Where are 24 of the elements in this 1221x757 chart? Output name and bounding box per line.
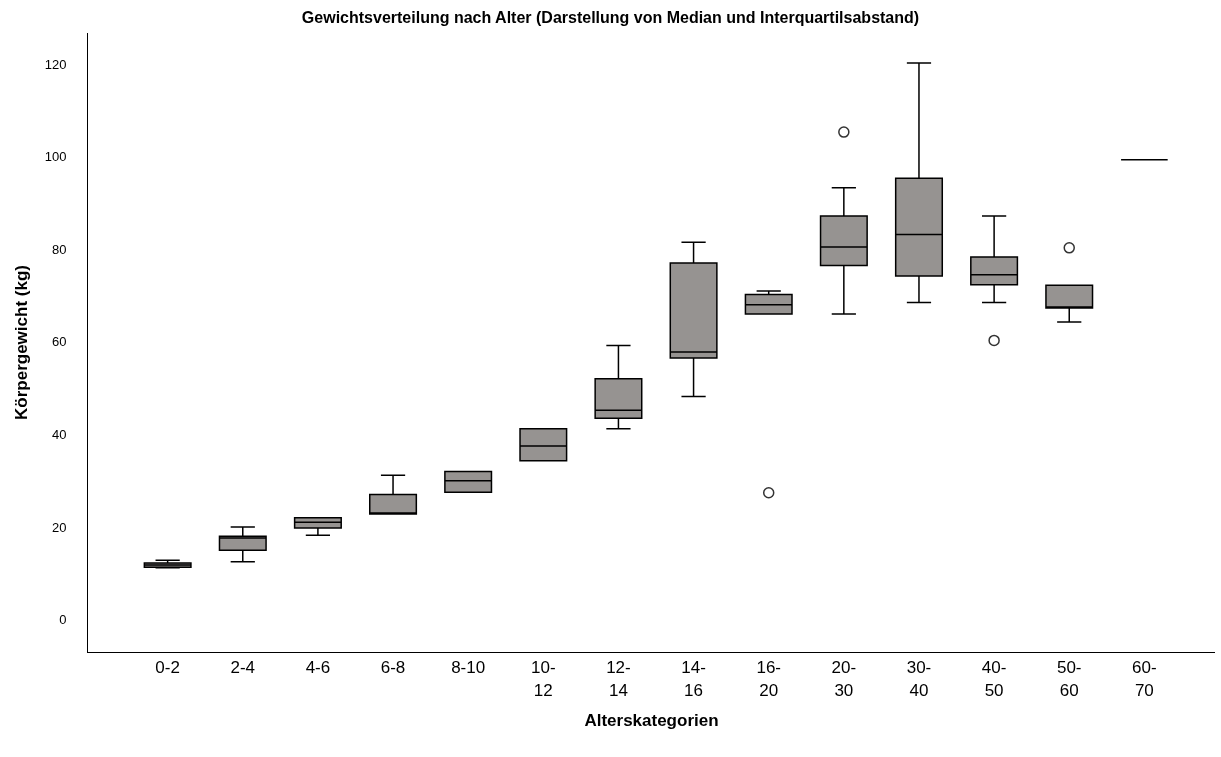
x-tick-label: 10-12 xyxy=(531,658,556,700)
y-tick-label: 80 xyxy=(51,241,67,257)
x-tick-label: 6-8 xyxy=(380,658,406,678)
x-tick-label: 14-16 xyxy=(681,658,706,700)
x-tick-label: 20-30 xyxy=(831,658,857,700)
chart-title: Gewichtsverteilung nach Alter (Darstellung von Median und Interquartilsabstand) xyxy=(301,8,920,26)
y-tick-label: 0 xyxy=(59,612,67,628)
x-tick-label: 50-60 xyxy=(1056,658,1082,700)
x-tick-label: 60-70 xyxy=(1132,658,1157,700)
y-tick-label: 120 xyxy=(44,56,67,72)
x-axis-title: Alterskategorien xyxy=(584,710,719,730)
x-tick-label: 40-50 xyxy=(981,658,1007,700)
x-tick-label: 30-40 xyxy=(906,658,932,700)
x-tick-label: 0-2 xyxy=(155,658,180,678)
y-tick-label: 100 xyxy=(44,149,67,165)
x-tick-label: 16-20 xyxy=(756,658,781,700)
x-tick-label: 2-4 xyxy=(230,658,256,678)
y-tick-label: 40 xyxy=(51,426,67,442)
y-axis-title: Körpergewicht (kg) xyxy=(12,265,32,420)
x-tick-label: 4-6 xyxy=(305,658,331,678)
y-tick-label: 60 xyxy=(51,334,67,350)
x-tick-label: 8-10 xyxy=(451,658,486,678)
y-tick-label: 20 xyxy=(51,519,67,535)
x-tick-label: 12-14 xyxy=(606,658,631,700)
